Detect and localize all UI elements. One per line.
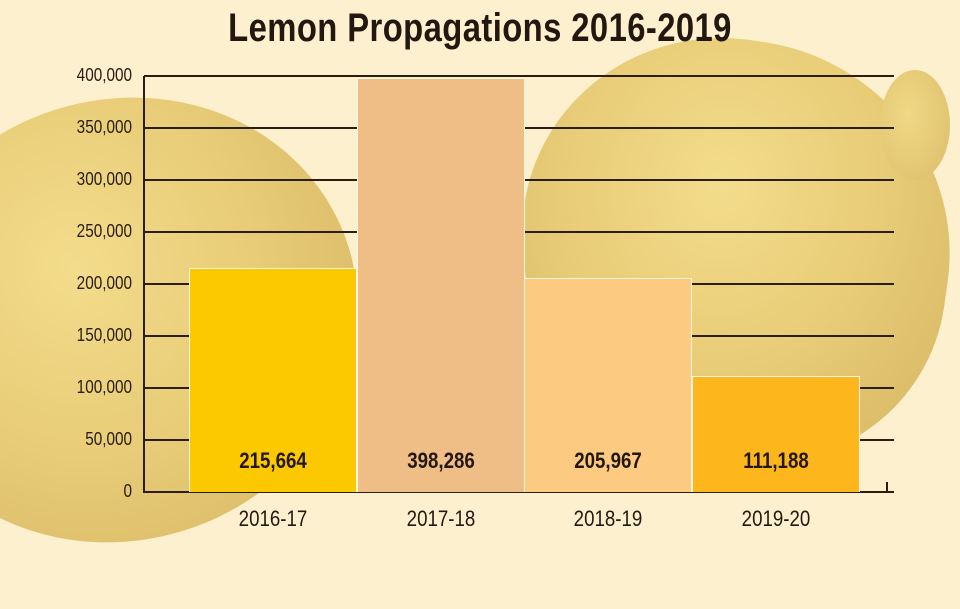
y-tick-label: 250,000	[76, 221, 132, 241]
y-tick-label: 150,000	[76, 325, 132, 345]
y-tick-label: 50,000	[85, 429, 132, 449]
bar-value-label: 215,664	[239, 447, 307, 473]
y-axis-line	[143, 76, 145, 493]
bar-2019-20: 111,188	[692, 376, 860, 492]
x-tick-label: 2018-19	[573, 506, 643, 531]
x-tick-label: 2016-17	[238, 506, 308, 531]
bar-value-label: 205,967	[574, 447, 642, 473]
bar-2016-17: 215,664	[189, 267, 357, 492]
y-tick-label: 300,000	[76, 169, 132, 189]
bar-value-label: 111,188	[743, 447, 809, 473]
bar-2017-18: 398,286	[357, 77, 525, 492]
y-tick-label: 0	[123, 481, 132, 501]
x-tick-label: 2019-20	[741, 506, 811, 531]
gridline	[144, 491, 894, 493]
axis-end-tick	[886, 482, 888, 493]
y-tick-label: 350,000	[76, 117, 132, 137]
y-tick-label: 100,000	[76, 377, 132, 397]
bar-2018-19: 205,967	[524, 277, 692, 492]
chart-title: Lemon Propagations 2016-2019	[228, 6, 732, 50]
y-tick-label: 400,000	[76, 65, 132, 85]
y-tick-label: 200,000	[76, 273, 132, 293]
bar-value-label: 398,286	[407, 447, 475, 473]
gridline	[144, 75, 894, 77]
x-tick-label: 2017-18	[406, 506, 476, 531]
chart-plot-area: 0 50,000 100,000 150,000 200,000 250,000 300,0…	[76, 65, 894, 531]
lemon-tip-decoration	[880, 70, 950, 180]
